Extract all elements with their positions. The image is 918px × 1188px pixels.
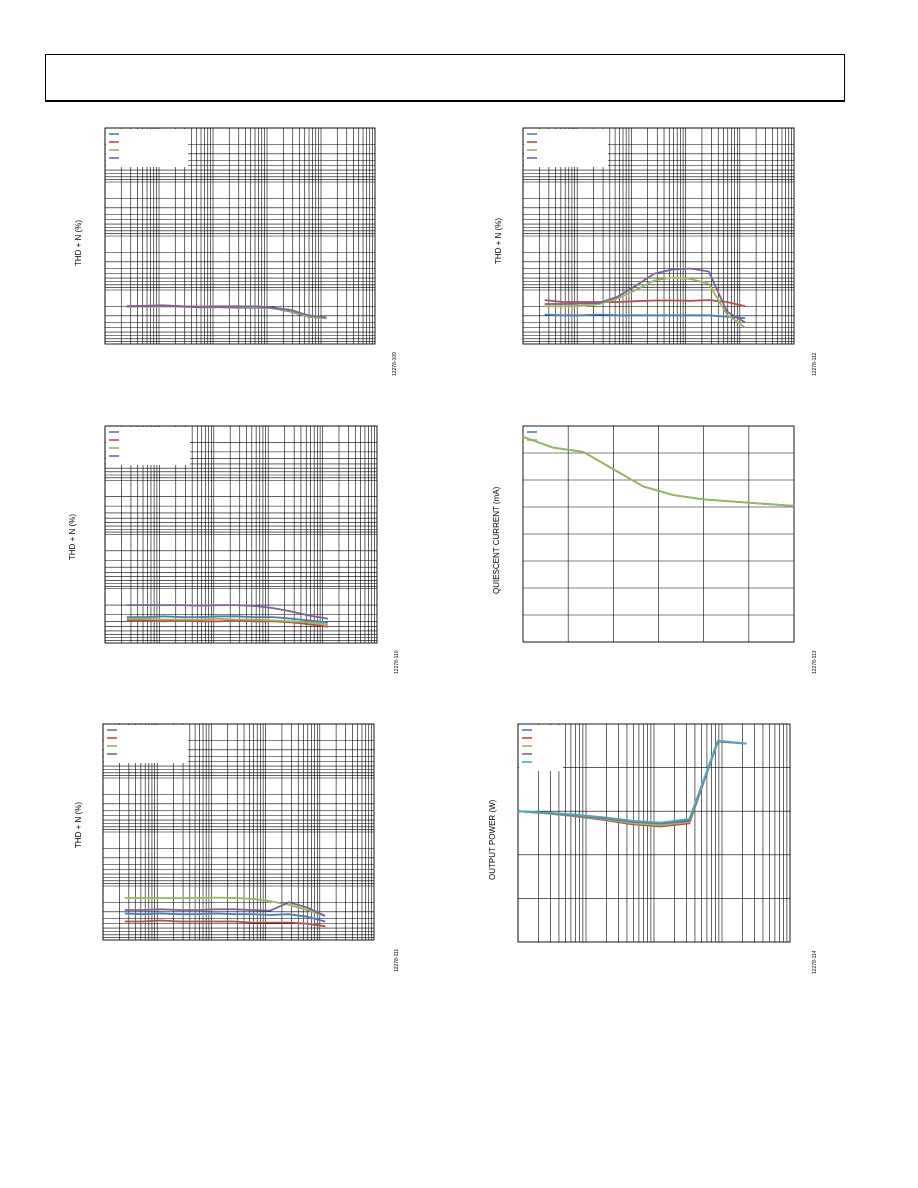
y-axis-label: QUIESCENT CURRENT (mA) xyxy=(492,486,501,594)
series-line-red xyxy=(544,299,746,308)
series-line-purple xyxy=(126,604,329,620)
legend-box xyxy=(106,427,190,465)
quiescent-current-figure: QUIESCENT CURRENT (mA) 12278-113 xyxy=(480,418,820,680)
chart-6 xyxy=(517,723,791,943)
thd-n-figure-1: THD + N (%) 12278-109 xyxy=(60,120,400,380)
series-line-green xyxy=(124,896,326,917)
plot-grid xyxy=(102,723,375,941)
series-line-blue xyxy=(544,313,746,320)
series-line-cyan xyxy=(517,739,747,824)
legend-box xyxy=(524,129,608,167)
series-line-green xyxy=(544,276,746,329)
figure-id: 12278-111 xyxy=(394,948,400,972)
y-axis-label: OUTPUT POWER (W) xyxy=(488,799,497,880)
y-axis-label: THD + N (%) xyxy=(68,514,77,560)
plot-grid xyxy=(522,425,795,643)
plot-grid xyxy=(517,723,791,943)
figure-id: 12278-113 xyxy=(812,650,818,674)
series-line-red xyxy=(124,919,326,928)
chart-3 xyxy=(102,723,375,941)
figure-id: 12278-114 xyxy=(812,950,818,974)
y-axis-label: THD + N (%) xyxy=(74,220,83,266)
legend-box xyxy=(104,725,188,763)
thd-n-figure-4: THD + N (%) 12278-112 xyxy=(480,120,820,380)
figure-id: 12278-110 xyxy=(394,650,400,674)
y-axis-label: THD + N (%) xyxy=(74,802,83,848)
chart-4 xyxy=(522,127,795,345)
thd-n-figure-2: THD + N (%) 12278-110 xyxy=(60,418,400,680)
series-line-purple xyxy=(544,267,746,324)
chart-2 xyxy=(104,425,378,644)
output-power-figure: OUTPUT POWER (W) 12278-114 xyxy=(480,716,820,980)
figure-id: 12278-112 xyxy=(812,352,818,376)
series-line-purple xyxy=(124,901,326,917)
series-line-green xyxy=(522,435,795,507)
chart-5 xyxy=(522,425,795,643)
figure-id: 12278-109 xyxy=(392,352,398,376)
thd-n-figure-3: THD + N (%) 12278-111 xyxy=(60,716,400,978)
series-line-blue xyxy=(126,615,329,624)
series-line-purple xyxy=(126,304,327,319)
legend-box xyxy=(519,725,563,771)
y-axis-label: THD + N (%) xyxy=(494,218,503,264)
legend-box xyxy=(106,129,188,167)
series-line-blue xyxy=(124,912,326,923)
plot-grid xyxy=(522,127,795,345)
series-line-green xyxy=(126,617,329,626)
chart-1 xyxy=(104,127,376,345)
series-line-red xyxy=(126,619,329,628)
page-header-box xyxy=(45,54,845,102)
